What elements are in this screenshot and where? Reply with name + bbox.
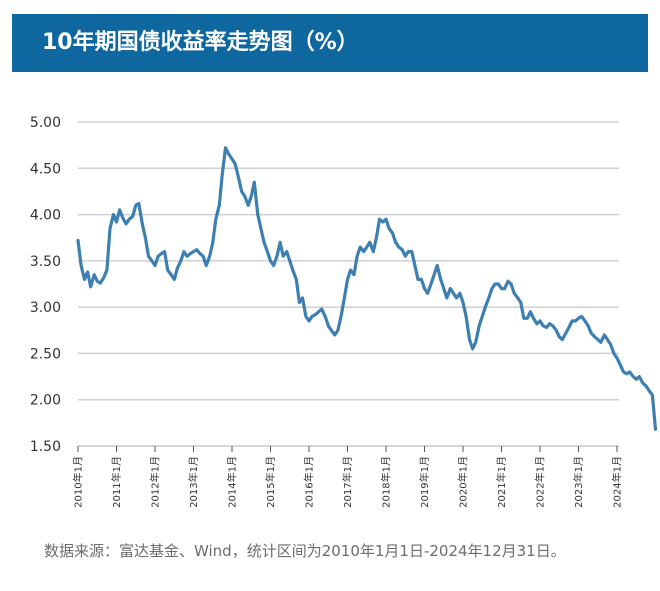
x-axis: [77, 445, 619, 452]
x-tick-label: 2019年1月: [418, 456, 431, 508]
y-axis-tick-labels: 5.00 4.50 4.00 3.50 3.00 2.50 2.00 1.50: [30, 115, 61, 455]
x-tick-label: 2020年1月: [457, 456, 470, 508]
y-tick-label: 3.50: [30, 254, 61, 270]
x-tick-label: 2018年1月: [380, 456, 393, 508]
y-tick-label: 1.50: [30, 439, 61, 455]
x-tick-label: 2015年1月: [264, 456, 277, 508]
x-tick-label: 2012年1月: [149, 456, 162, 508]
chart-title: 10年期国债收益率走势图（%）: [42, 30, 359, 55]
y-tick-label: 5.00: [30, 115, 61, 131]
x-tick-label: 2024年1月: [611, 456, 624, 508]
x-tick-label: 2013年1月: [187, 456, 200, 508]
x-tick-label: 2017年1月: [341, 456, 354, 508]
title-bar: 10年期国债收益率走势图（%）: [12, 14, 648, 72]
x-axis-tick-labels: 2010年1月 2011年1月 2012年1月 2013年1月 2014年1月 2015年…: [72, 456, 624, 508]
x-tick-label: 2021年1月: [495, 456, 508, 508]
y-tick-label: 4.00: [30, 208, 61, 224]
y-tick-label: 2.00: [30, 393, 61, 409]
series-line: [76, 146, 658, 431]
x-tick-label: 2010年1月: [72, 456, 85, 508]
x-tick-label: 2014年1月: [226, 456, 239, 508]
grid-lines: [78, 121, 619, 447]
source-note: 数据来源：富达基金、Wind，统计区间为2010年1月1日-2024年12月31…: [44, 542, 566, 560]
y-tick-label: 4.50: [30, 161, 61, 177]
x-tick-label: 2011年1月: [110, 456, 123, 508]
x-tick-label: 2022年1月: [534, 456, 547, 508]
x-tick-label: 2023年1月: [572, 456, 585, 508]
series-layer: [76, 146, 658, 431]
y-tick-label: 3.00: [30, 300, 61, 316]
x-tick-label: 2016年1月: [303, 456, 316, 508]
y-tick-label: 2.50: [30, 346, 61, 362]
